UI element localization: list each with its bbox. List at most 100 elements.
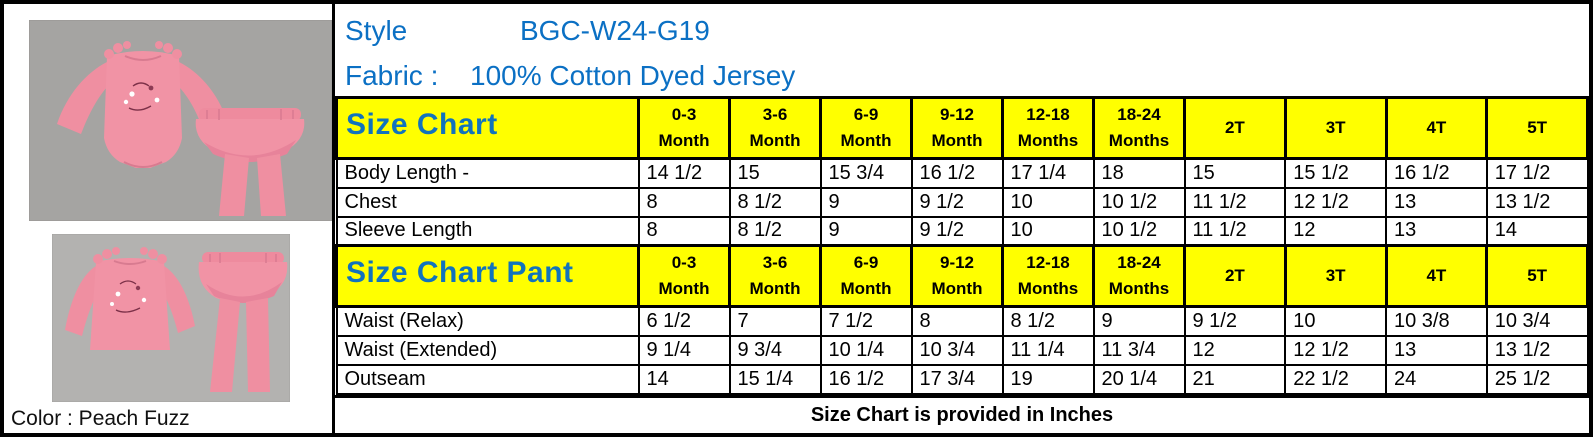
measurement-value: 8 1/2 (728, 186, 822, 218)
size-column-header: 4T (1384, 244, 1489, 308)
measurement-value: 8 (910, 305, 1004, 337)
style-label: Style (345, 15, 408, 46)
measurement-value: 22 1/2 (1284, 363, 1387, 395)
measurement-value: 18 (1092, 157, 1186, 189)
measurement-value: 6 1/2 (637, 305, 731, 337)
size-table: Size Chart 0-3 Month 3-6 Month 6-9 Month 9-12 Mo… (335, 96, 1589, 395)
measurement-value: 17 1/2 (1485, 157, 1589, 189)
measurement-value: 10 (1284, 305, 1387, 337)
size-column-header: 3-6 Month (728, 244, 822, 308)
measurement-value: 11 1/2 (1183, 215, 1287, 247)
size-chart-panel: Style BGC-W24-G19 Fabric : 100% Cotton D… (335, 4, 1589, 433)
product-photo-panel: Color : Peach Fuzz (4, 4, 335, 433)
measurement-value: 21 (1183, 363, 1287, 395)
measurement-value: 12 1/2 (1284, 186, 1387, 218)
chest-print (123, 82, 160, 111)
measurement-value: 25 1/2 (1485, 363, 1589, 395)
size-column-header: 3T (1283, 96, 1388, 160)
size-column-header: 2T (1183, 244, 1287, 308)
measurement-value: 17 3/4 (910, 363, 1004, 395)
measurement-value: 19 (1001, 363, 1095, 395)
skirted-leggings-graphic (198, 252, 288, 392)
measurement-value: 14 (637, 363, 731, 395)
measurement-value: 16 1/2 (1385, 157, 1488, 189)
measurement-value: 15 (728, 157, 822, 189)
bodysuit-graphic (57, 41, 227, 168)
measurement-value: 8 1/2 (1001, 305, 1095, 337)
photo-toddler-top-set (52, 234, 290, 402)
measurement-value: 15 (1183, 157, 1287, 189)
measurement-row: Body Length -14 1/2 15 15 3/4 16 1/2 17 1/4 1… (335, 157, 1589, 189)
fabric-row: Fabric : 100% Cotton Dyed Jersey (335, 55, 1589, 96)
measurement-value: 9 1/2 (910, 215, 1004, 247)
size-table-body: Size Chart 0-3 Month 3-6 Month 6-9 Month 9-12 Mo… (335, 96, 1589, 395)
measurement-value: 24 (1385, 363, 1488, 395)
measurement-value: 14 (1485, 215, 1589, 247)
fabric-value: 100% Cotton Dyed Jersey (470, 59, 796, 91)
measurement-value: 13 (1385, 186, 1488, 218)
size-column-header: 3-6 Month (728, 96, 822, 160)
measurement-value: 13 1/2 (1485, 334, 1589, 366)
measurement-row: Sleeve Length 8 8 1/2 9 9 1/2 10 10 1/2 11 1/2 1… (335, 215, 1589, 247)
chart-header-row: Size Chart Pant 0-3 Month 3-6 Month 6-9 Month 9… (335, 244, 1589, 308)
measurement-value: 7 1/2 (819, 305, 913, 337)
measurement-value: 10 3/8 (1385, 305, 1488, 337)
measurement-value: 11 1/2 (1183, 186, 1287, 218)
style-value: BGC-W24-G19 (520, 15, 710, 46)
size-column-header: 0-3 Month (637, 244, 731, 308)
measurement-value: 7 (728, 305, 822, 337)
measurement-value: 9 (1092, 305, 1186, 337)
measurement-value: 15 1/4 (728, 363, 822, 395)
measurement-value: 20 1/4 (1092, 363, 1186, 395)
measurement-value: 9 1/4 (637, 334, 731, 366)
measurement-value: 8 (637, 215, 731, 247)
measurement-value: 16 1/2 (819, 363, 913, 395)
skirted-leggings-graphic (195, 108, 305, 216)
size-column-header: 6-9 Month (819, 244, 913, 308)
size-column-header: 9-12 Month (910, 96, 1004, 160)
measurement-label: Chest (335, 186, 640, 218)
photo-baby-bodysuit-set (29, 20, 332, 221)
size-column-header: 12-18 Months (1001, 96, 1095, 160)
measurement-label: Outseam (335, 363, 640, 395)
measurement-value: 10 1/2 (1092, 186, 1186, 218)
measurement-value: 10 (1001, 215, 1095, 247)
measurement-value: 13 (1385, 334, 1488, 366)
size-column-header: 18-24 Months (1092, 244, 1186, 308)
measurement-value: 8 1/2 (728, 215, 822, 247)
measurement-value: 15 1/2 (1284, 157, 1387, 189)
size-chart-title: Size Chart (335, 96, 640, 160)
measurement-value: 10 (1001, 186, 1095, 218)
size-column-header: 18-24 Months (1092, 96, 1186, 160)
measurement-value: 11 1/4 (1001, 334, 1095, 366)
size-column-header: 5T (1485, 96, 1589, 160)
fabric-label: Fabric : (345, 59, 439, 91)
measurement-value: 9 1/2 (910, 186, 1004, 218)
size-column-header: 4T (1384, 96, 1489, 160)
size-column-header: 2T (1183, 96, 1287, 160)
measurement-value: 12 (1183, 334, 1287, 366)
measurement-label: Body Length - (335, 157, 640, 189)
measurement-value: 9 3/4 (728, 334, 822, 366)
size-column-header: 5T (1485, 244, 1589, 308)
measurement-row: Outseam 14 15 1/4 16 1/2 17 3/4 19 20 1/4 21 22 … (335, 363, 1589, 395)
measurement-value: 9 1/2 (1183, 305, 1287, 337)
measurement-row: Waist (Relax) 6 1/2 7 7 1/2 8 8 1/2 9 9 1/2 10 10… (335, 305, 1589, 337)
measurement-value: 13 1/2 (1485, 186, 1589, 218)
measurement-value: 13 (1385, 215, 1488, 247)
measurement-row: Chest 8 8 1/2 9 9 1/2 10 10 1/2 11 1/2 12 1/2 13 1… (335, 186, 1589, 218)
measurement-label: Waist (Extended) (335, 334, 640, 366)
measurement-row: Waist (Extended) 9 1/4 9 3/4 10 1/4 10 3/4 11… (335, 334, 1589, 366)
measurement-value: 16 1/2 (910, 157, 1004, 189)
measurement-value: 9 (819, 215, 913, 247)
measurement-value: 10 3/4 (1485, 305, 1589, 337)
measurement-value: 9 (819, 186, 913, 218)
measurement-value: 10 1/2 (1092, 215, 1186, 247)
measurement-value: 8 (637, 186, 731, 218)
size-column-header: 9-12 Month (910, 244, 1004, 308)
style-row: Style BGC-W24-G19 (335, 4, 1589, 55)
top-graphic (65, 247, 195, 350)
size-column-header: 0-3 Month (637, 96, 731, 160)
footer-note: Size Chart is provided in Inches (335, 394, 1589, 434)
